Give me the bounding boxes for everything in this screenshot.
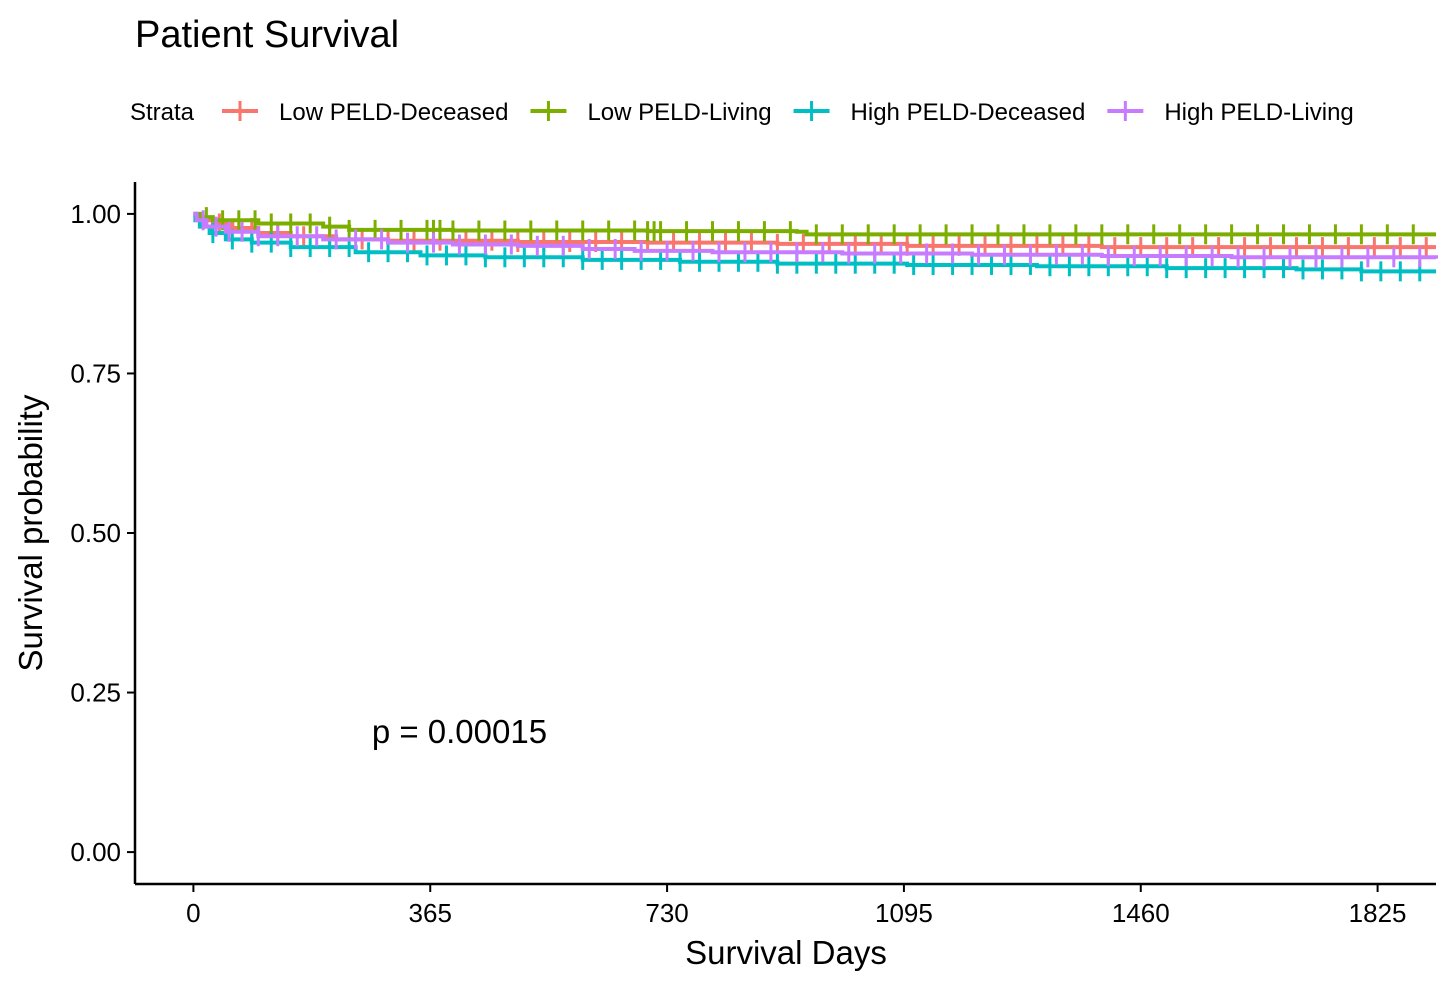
x-axis-title: Survival Days [685, 934, 887, 971]
y-axis-title: Survival probability [12, 394, 49, 671]
legend-label: High PELD-Deceased [851, 99, 1086, 126]
legend-item: Low PELD-Deceased [222, 99, 508, 126]
legend-item: High PELD-Deceased [793, 99, 1086, 126]
survival-curve [193, 211, 1438, 260]
legend-label: Low PELD-Deceased [279, 99, 508, 126]
legend-title: Strata [130, 99, 195, 126]
series-3 [193, 210, 1438, 268]
y-tick-label: 0.25 [70, 678, 121, 708]
legend: Strata Low PELD-Deceased Low PELD-Living H… [130, 99, 1354, 126]
x-tick-label: 0 [186, 898, 200, 928]
y-ticks: 0.00 0.25 0.50 0.75 1.00 [70, 199, 135, 867]
y-tick-label: 1.00 [70, 199, 121, 229]
x-ticks: 0 365 730 1095 1460 1825 [186, 884, 1407, 928]
series-1 [193, 207, 1436, 245]
x-tick-label: 1460 [1112, 898, 1170, 928]
y-tick-label: 0.75 [70, 358, 121, 388]
y-tick-label: 0.50 [70, 518, 121, 548]
legend-item: High PELD-Living [1107, 99, 1354, 126]
plot-area: 0.00 0.25 0.50 0.75 1.00 0 365 730 1095 1460 1825… [70, 182, 1438, 928]
y-tick-label: 0.00 [70, 837, 121, 867]
x-tick-label: 730 [645, 898, 688, 928]
legend-item: Low PELD-Living [530, 99, 772, 126]
legend-label: Low PELD-Living [587, 99, 771, 126]
p-value-annotation: p = 0.00015 [372, 713, 547, 750]
legend-label: High PELD-Living [1164, 99, 1353, 126]
x-tick-label: 1825 [1349, 898, 1407, 928]
survival-curve [193, 211, 1436, 237]
x-tick-label: 1095 [875, 898, 933, 928]
series-layer [193, 207, 1438, 282]
chart-title: Patient Survival [135, 14, 399, 56]
x-tick-label: 365 [409, 898, 452, 928]
